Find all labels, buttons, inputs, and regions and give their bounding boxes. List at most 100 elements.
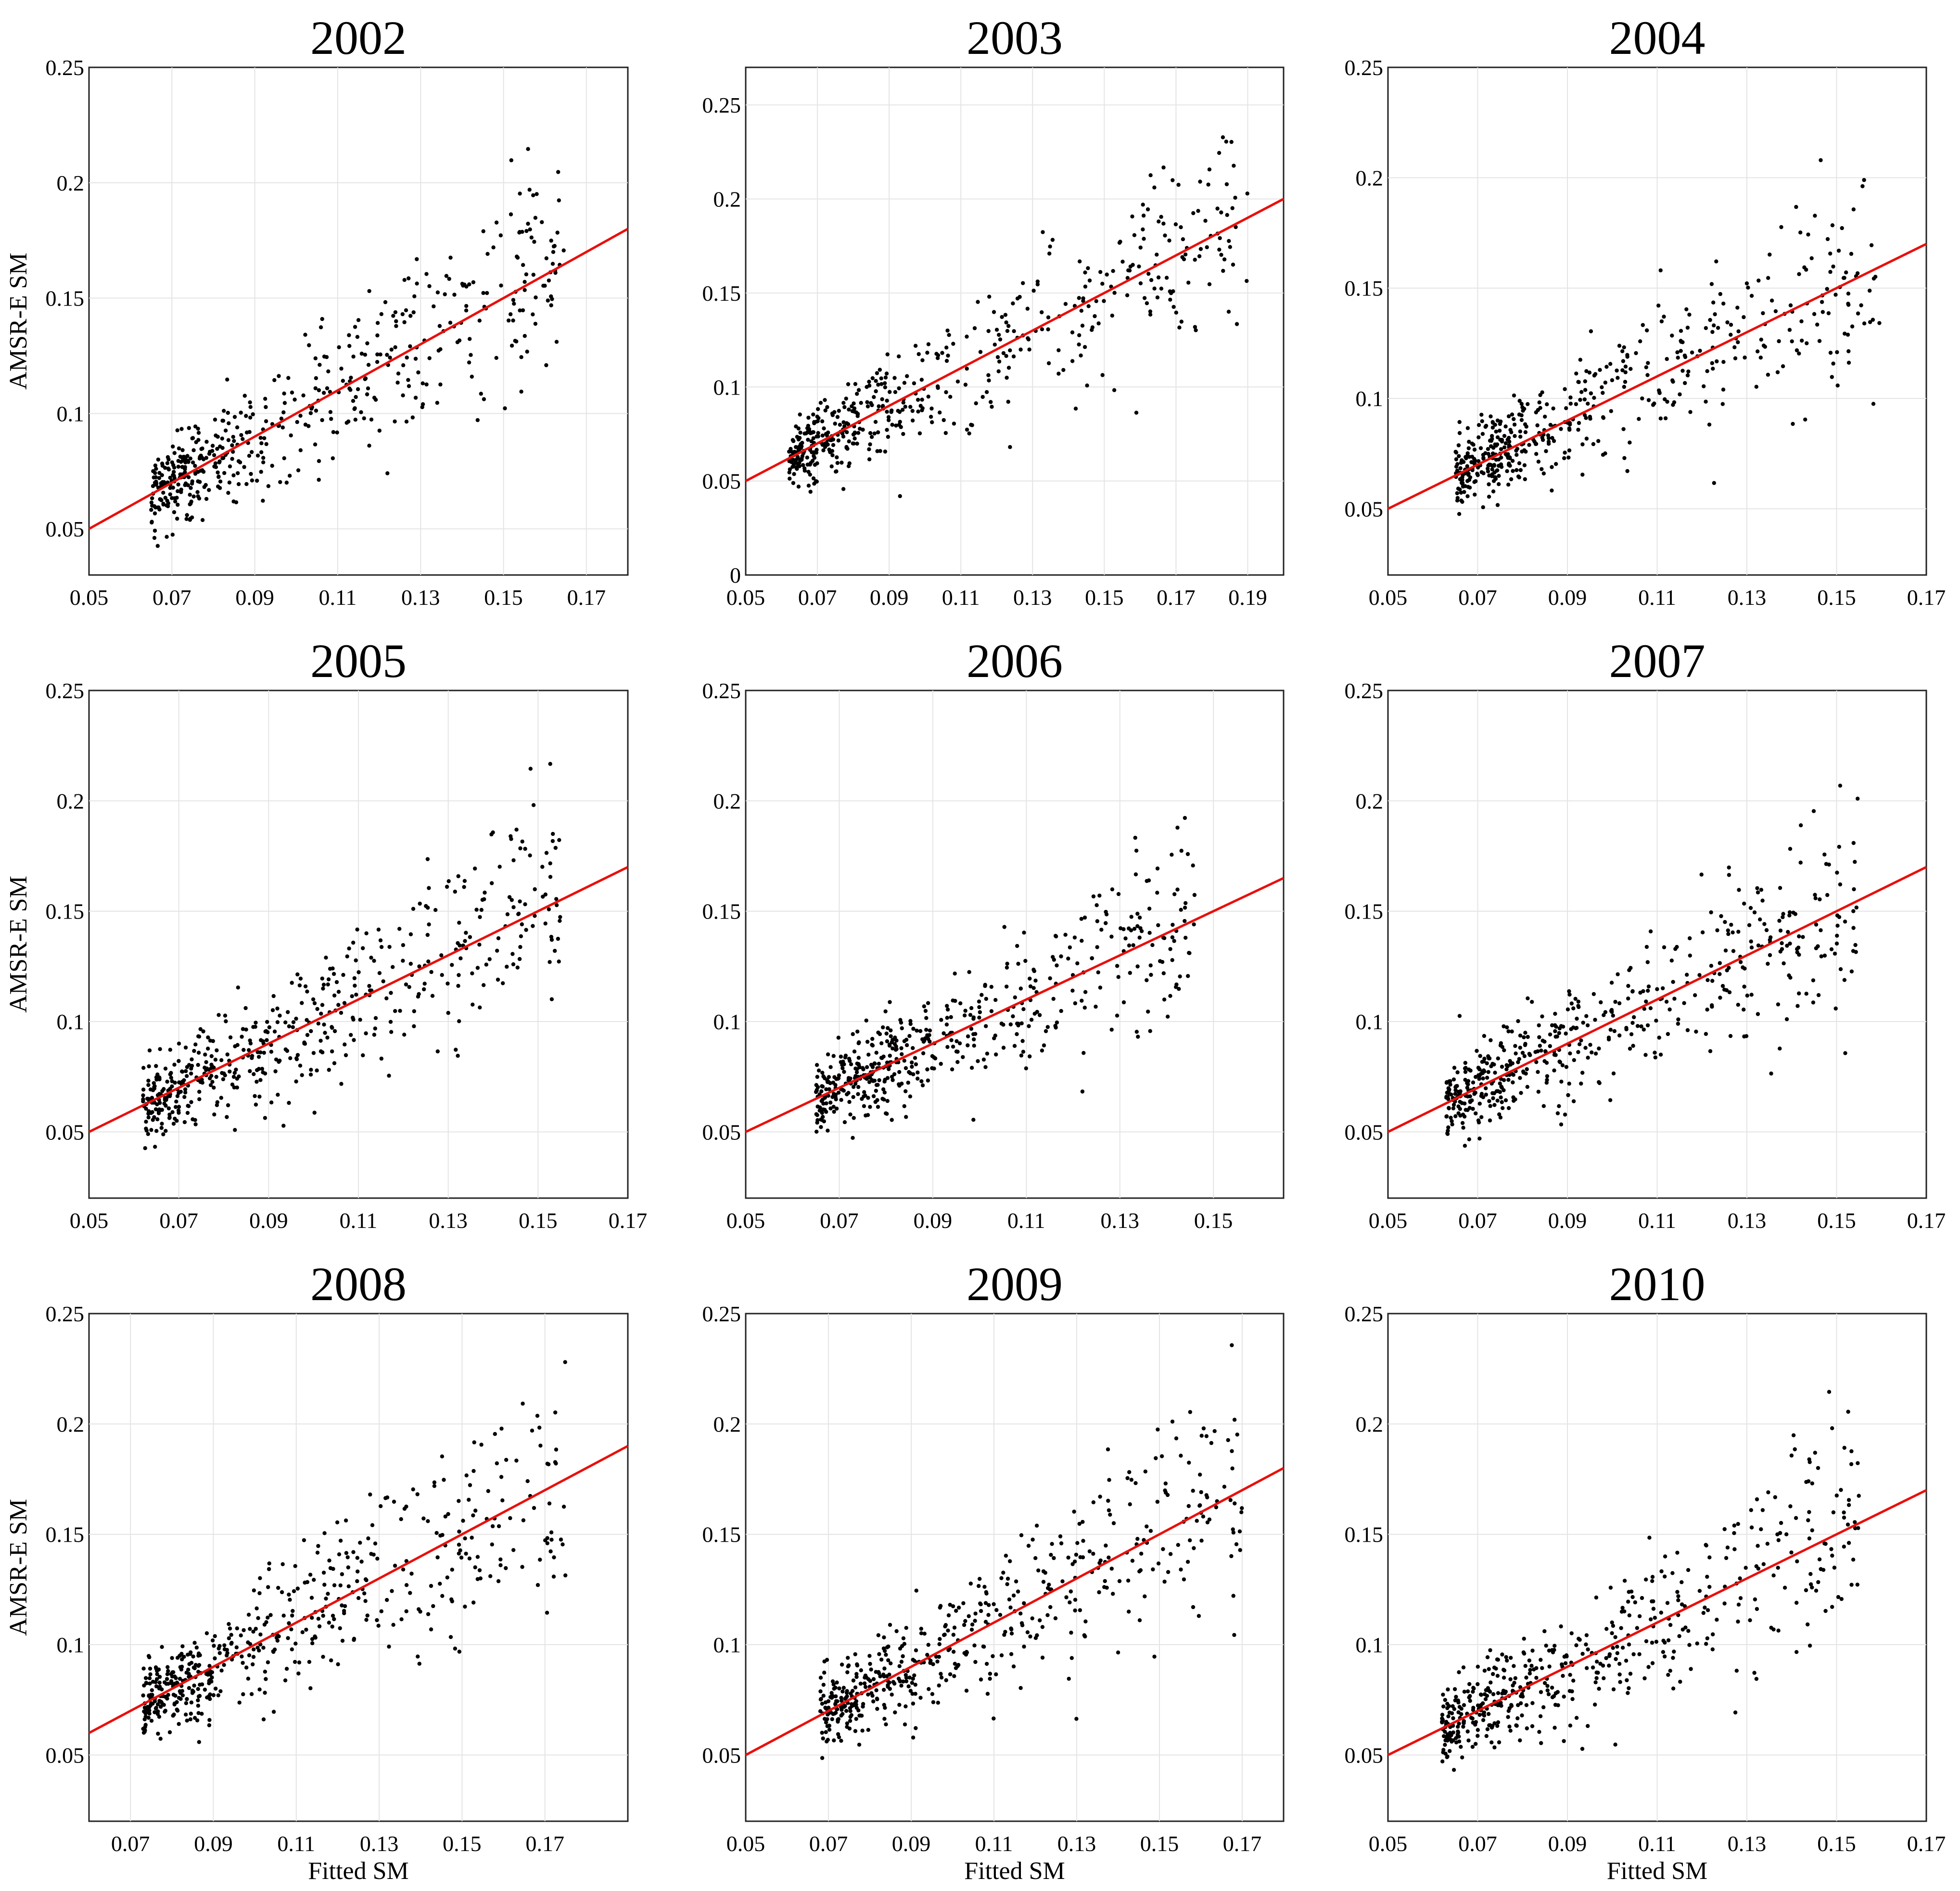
scatter-point [193, 424, 198, 429]
scatter-point [1816, 1466, 1820, 1470]
scatter-point [1499, 455, 1503, 460]
scatter-point [946, 1628, 950, 1633]
scatter-point [1490, 425, 1495, 430]
scatter-point [1456, 1729, 1460, 1734]
scatter-point [1222, 1484, 1227, 1489]
scatter-point [820, 1071, 825, 1075]
scatter-point [1666, 1032, 1670, 1036]
scatter-point [431, 1604, 435, 1609]
scatter-point [928, 1028, 932, 1033]
scatter-point [309, 1029, 313, 1034]
scatter-point [160, 1122, 164, 1126]
scatter-point [1499, 1703, 1503, 1708]
scatter-point [155, 1093, 160, 1098]
y-tick-label: 0.2 [57, 171, 85, 195]
scatter-point [379, 1504, 383, 1508]
scatter-point [1518, 1034, 1523, 1038]
y-tick-label: 0.05 [46, 1120, 85, 1144]
scatter-point [270, 463, 274, 468]
scatter-point [1480, 419, 1484, 423]
scatter-point [266, 1615, 270, 1620]
scatter-point [839, 1696, 843, 1700]
scatter-point [1627, 1686, 1631, 1690]
scatter-point [327, 1621, 331, 1625]
scatter-point [1679, 329, 1683, 333]
scatter-point [1768, 953, 1772, 958]
scatter-point [1170, 958, 1174, 962]
scatter-point [157, 1077, 162, 1082]
scatter-point [883, 385, 888, 390]
x-tick-label: 0.19 [1228, 585, 1267, 610]
scatter-point [1655, 987, 1659, 991]
y-tick-label: 0.2 [1356, 789, 1384, 813]
scatter-point [1749, 993, 1754, 997]
scatter-point [1231, 1530, 1235, 1535]
scatter-point [373, 397, 378, 402]
scatter-point [901, 432, 905, 436]
y-tick-label: 0.1 [713, 375, 741, 399]
scatter-point [521, 308, 525, 313]
scatter-point [141, 1097, 145, 1101]
scatter-point [911, 1026, 916, 1031]
scatter-point [911, 1735, 916, 1740]
scatter-point [469, 353, 473, 357]
scatter-point [1805, 341, 1809, 345]
scatter-point [1830, 1426, 1834, 1431]
scatter-point [456, 1054, 460, 1058]
scatter-point [402, 1507, 407, 1511]
scatter-point [144, 1107, 148, 1111]
scatter-point [1041, 230, 1045, 234]
scatter-point [1059, 1541, 1064, 1546]
scatter-point [1659, 1569, 1664, 1573]
scatter-point [1584, 1642, 1588, 1647]
scatter-point [1704, 399, 1708, 404]
scatter-point [1505, 1658, 1509, 1663]
scatter-point [368, 1492, 372, 1497]
scatter-point [1511, 469, 1515, 473]
scatter-point [1574, 1716, 1579, 1720]
scatter-point [295, 420, 299, 424]
scatter-point [1661, 1650, 1666, 1654]
scatter-point [313, 356, 318, 360]
scatter-point [402, 278, 407, 282]
scatter-point [1457, 1670, 1461, 1674]
scatter-point [1794, 204, 1798, 209]
scatter-point [420, 381, 425, 385]
scatter-point [231, 449, 235, 454]
scatter-point [366, 363, 371, 367]
scatter-point [902, 1059, 906, 1063]
scatter-point [907, 1675, 912, 1680]
scatter-point [1183, 906, 1187, 910]
scatter-point [367, 289, 371, 294]
scatter-point [1498, 422, 1502, 426]
scatter-point [1766, 372, 1770, 377]
scatter-point [1494, 469, 1499, 473]
scatter-point [1559, 1024, 1564, 1028]
scatter-point [1478, 1054, 1482, 1058]
scatter-point [343, 1042, 347, 1047]
scatter-point [438, 347, 443, 351]
scatter-point [1685, 325, 1690, 330]
scatter-point [788, 467, 792, 472]
scatter-point [416, 370, 420, 375]
scatter-point [450, 1568, 454, 1572]
scatter-point [1616, 972, 1620, 977]
scatter-point [213, 1058, 218, 1062]
scatter-point [1179, 907, 1183, 912]
scatter-point [1019, 1053, 1024, 1058]
scatter-point [1726, 928, 1730, 933]
scatter-point [845, 1689, 849, 1693]
scatter-point [1825, 237, 1830, 242]
scatter-point [1148, 309, 1153, 314]
scatter-point [1797, 351, 1801, 356]
scatter-point [1164, 276, 1169, 280]
scatter-point [1613, 1635, 1617, 1639]
scatter-point [1474, 1111, 1478, 1116]
scatter-point [196, 1670, 201, 1674]
scatter-point [204, 1060, 208, 1064]
scatter-point [1623, 370, 1628, 374]
scatter-point [204, 497, 209, 501]
scatter-point [920, 358, 925, 362]
scatter-point [1654, 1019, 1658, 1023]
scatter-point [1548, 422, 1553, 427]
